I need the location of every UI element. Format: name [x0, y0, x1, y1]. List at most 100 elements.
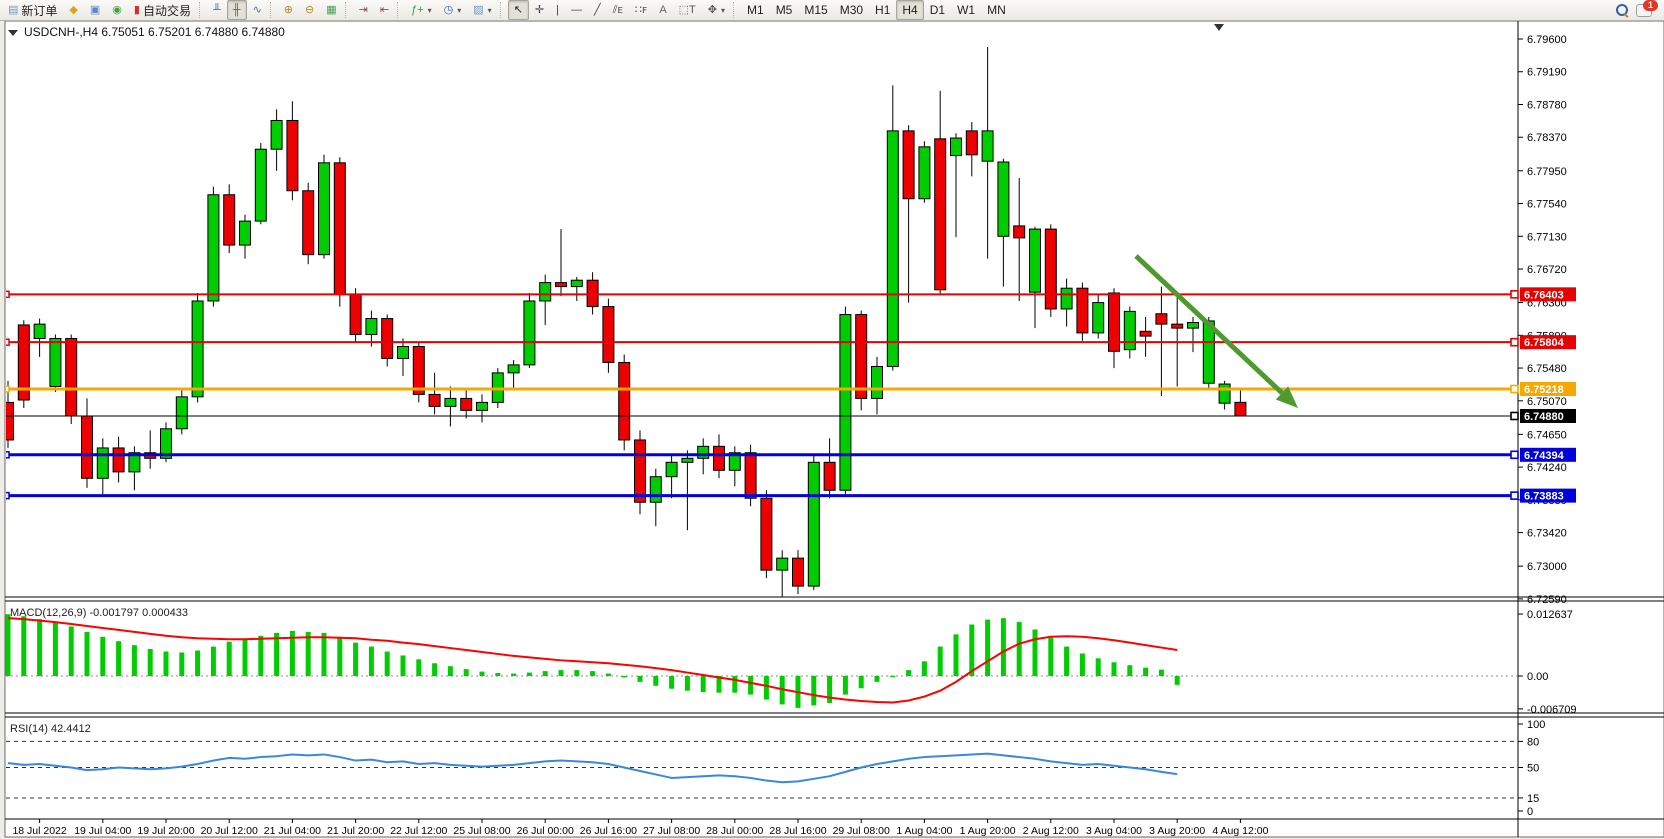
new-order-button[interactable]: ▤ 新订单 — [2, 0, 63, 20]
cursor-tool-button[interactable]: ↖ — [507, 0, 529, 20]
macd-histogram-bar — [258, 635, 264, 676]
candle-body — [17, 324, 30, 401]
timeframe-m5-button-label: M5 — [775, 3, 793, 17]
resistance-line-2[interactable] — [3, 338, 1518, 346]
tile-windows-button[interactable]: ▦ — [320, 0, 342, 20]
timeframe-m1-button-label: M1 — [747, 3, 764, 17]
timeframe-m1-button[interactable]: M1 — [741, 0, 770, 20]
candle — [1092, 294, 1105, 339]
macd-histogram-bar — [605, 673, 611, 676]
rsi-pane[interactable]: RSI(14) 42.4412 100 80 50 150 — [6, 719, 1545, 818]
chart-canvas[interactable]: USDCNH-,H4 6.75051 6.75201 6.74880 6.748… — [0, 20, 1664, 839]
support-line-2[interactable] — [3, 491, 1518, 500]
time-tick-label: 3 Aug 20:00 — [1149, 825, 1205, 837]
badge-handle[interactable] — [1510, 384, 1519, 394]
line-handle[interactable] — [3, 451, 10, 459]
timeframe-m15-button[interactable]: M15 — [798, 0, 833, 20]
candle — [555, 229, 567, 297]
macd-pane[interactable]: MACD(12,26,9) -0.001797 0.000433 0.012637… — [5, 607, 1577, 716]
crosshair-icon: ✛ — [534, 3, 545, 16]
macd-histogram-bar — [84, 631, 90, 676]
line-handle[interactable] — [3, 338, 10, 346]
autotrading-button[interactable]: ▮ 自动交易 — [128, 0, 197, 20]
symbol-dropdown-icon[interactable] — [8, 30, 18, 36]
timeframe-m30-button[interactable]: M30 — [834, 0, 869, 20]
crosshair-tool-button[interactable]: ✛ — [529, 0, 550, 20]
macd-histogram-bar — [732, 676, 738, 693]
main-toolbar: ▤ 新订单 ◆ ▣ ◉ ▮ 自动交易 ╨ ╫ ∿ ⊕ ⊖ ▦ ⇥ ⇤ ƒ+ ▾ ◷ ▾ ▨ ▾ ↖ ✛ | — ╱ ⫽ᴇ ∷ꜰ A ⬚T ✥… — [0, 0, 1664, 21]
arrows-tool-button[interactable]: ✥ ▾ — [702, 0, 731, 20]
macd-histogram-bar — [400, 655, 406, 676]
macd-histogram-bar — [68, 626, 74, 676]
bar-chart-button[interactable]: ╨ — [207, 0, 227, 20]
chart-shift-marker-icon[interactable] — [1214, 24, 1224, 31]
pane-separator-2[interactable] — [5, 712, 1664, 718]
trendline-tool-button[interactable]: ╱ — [588, 0, 607, 20]
price-axis[interactable]: 6.79600 6.79190 6.78780 6.78370 6.77950 6.775… — [1510, 34, 1576, 606]
search-button[interactable] — [1616, 4, 1629, 18]
signal-button[interactable]: ◉ — [106, 0, 128, 20]
autotrading-candles-icon: ▮ — [133, 3, 140, 16]
rsi-tick-label: 100 — [1527, 719, 1545, 731]
toolbar-right-icons: 1 — [1616, 0, 1662, 18]
candle — [1187, 316, 1199, 353]
badge-handle[interactable] — [1510, 491, 1519, 500]
support-line-1[interactable] — [3, 451, 1518, 459]
fibonacci-tool-button[interactable]: ∷ꜰ — [629, 0, 653, 20]
timeframe-d1-button[interactable]: D1 — [924, 0, 951, 20]
channel-tool-button[interactable]: ⫽ᴇ — [607, 0, 629, 20]
autotrading-button-label: 自动交易 — [142, 3, 191, 18]
pivot-line[interactable] — [3, 385, 1518, 393]
main-chart-pane[interactable] — [3, 46, 1519, 597]
candle — [460, 390, 473, 419]
indicators-button[interactable]: ƒ+ ▾ — [405, 0, 438, 20]
pane-separator-1[interactable] — [5, 596, 1664, 602]
macd-histogram-bar — [1174, 676, 1180, 685]
hline-tool-button[interactable]: — — [565, 0, 588, 20]
terminal-button[interactable]: ▣ — [84, 0, 106, 20]
period-button[interactable]: ◷ ▾ — [438, 0, 468, 20]
candle-body — [65, 338, 78, 417]
chevron-down-icon[interactable]: ▾ — [427, 5, 432, 15]
line-handle[interactable] — [3, 491, 10, 500]
line-handle[interactable] — [3, 385, 10, 393]
time-tick-label: 19 Jul 20:00 — [137, 825, 194, 837]
zoom-in-button[interactable]: ⊕ — [278, 0, 299, 20]
vline-tool-button[interactable]: | — [550, 0, 565, 20]
line-handle[interactable] — [3, 290, 10, 299]
chevron-down-icon[interactable]: ▾ — [487, 5, 492, 15]
timeframe-mn-button[interactable]: MN — [981, 0, 1012, 20]
badge-handle[interactable] — [1510, 337, 1519, 347]
timeframe-h1-button[interactable]: H1 — [869, 0, 896, 20]
resistance-line-1[interactable] — [3, 290, 1518, 299]
chat-button[interactable]: 1 — [1636, 0, 1658, 17]
template-button[interactable]: ▨ ▾ — [467, 0, 497, 20]
time-axis[interactable]: 18 Jul 2022 19 Jul 04:00 19 Jul 20:00 20 Ju… — [12, 819, 1269, 837]
candles-layer — [6, 46, 1247, 597]
label-tool-button[interactable]: ⬚T — [673, 0, 702, 20]
gold-box-button[interactable]: ◆ — [63, 0, 83, 20]
timeframe-h4-button[interactable]: H4 — [896, 0, 924, 20]
candle-body — [665, 461, 678, 478]
timeframe-w1-button-label: W1 — [957, 3, 976, 17]
line-chart-button[interactable]: ∿ — [247, 0, 268, 20]
badge-handle[interactable] — [1510, 290, 1519, 299]
macd-signal-line — [7, 617, 1178, 704]
chart-shift-button[interactable]: ⇤ — [374, 0, 395, 20]
chevron-down-icon[interactable]: ▾ — [457, 5, 462, 15]
timeframe-m5-button[interactable]: M5 — [770, 0, 799, 20]
badge-handle[interactable] — [1510, 411, 1519, 421]
candle — [160, 422, 172, 463]
timeframe-w1-button[interactable]: W1 — [951, 0, 981, 20]
trend-arrow-annotation[interactable] — [1134, 254, 1298, 408]
auto-scroll-icon: ⇥ — [358, 3, 368, 16]
auto-scroll-button[interactable]: ⇥ — [353, 0, 374, 20]
text-tool-button[interactable]: A — [653, 0, 672, 20]
badge-handle[interactable] — [1510, 450, 1519, 460]
new-order-button-label: 新订单 — [21, 3, 58, 18]
candlestick-chart-button[interactable]: ╫ — [226, 0, 247, 20]
chevron-down-icon[interactable]: ▾ — [721, 5, 726, 15]
zoom-out-button[interactable]: ⊖ — [299, 0, 320, 20]
candle — [1108, 288, 1120, 369]
candle — [286, 101, 299, 201]
